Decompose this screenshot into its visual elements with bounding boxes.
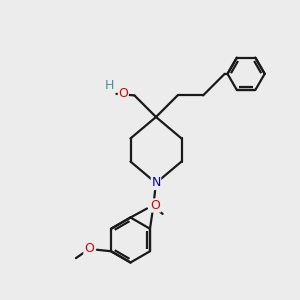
Text: O: O (151, 199, 160, 212)
Text: H: H (105, 79, 114, 92)
Text: O: O (118, 87, 128, 101)
Text: N: N (151, 176, 161, 190)
Text: O: O (84, 242, 94, 255)
